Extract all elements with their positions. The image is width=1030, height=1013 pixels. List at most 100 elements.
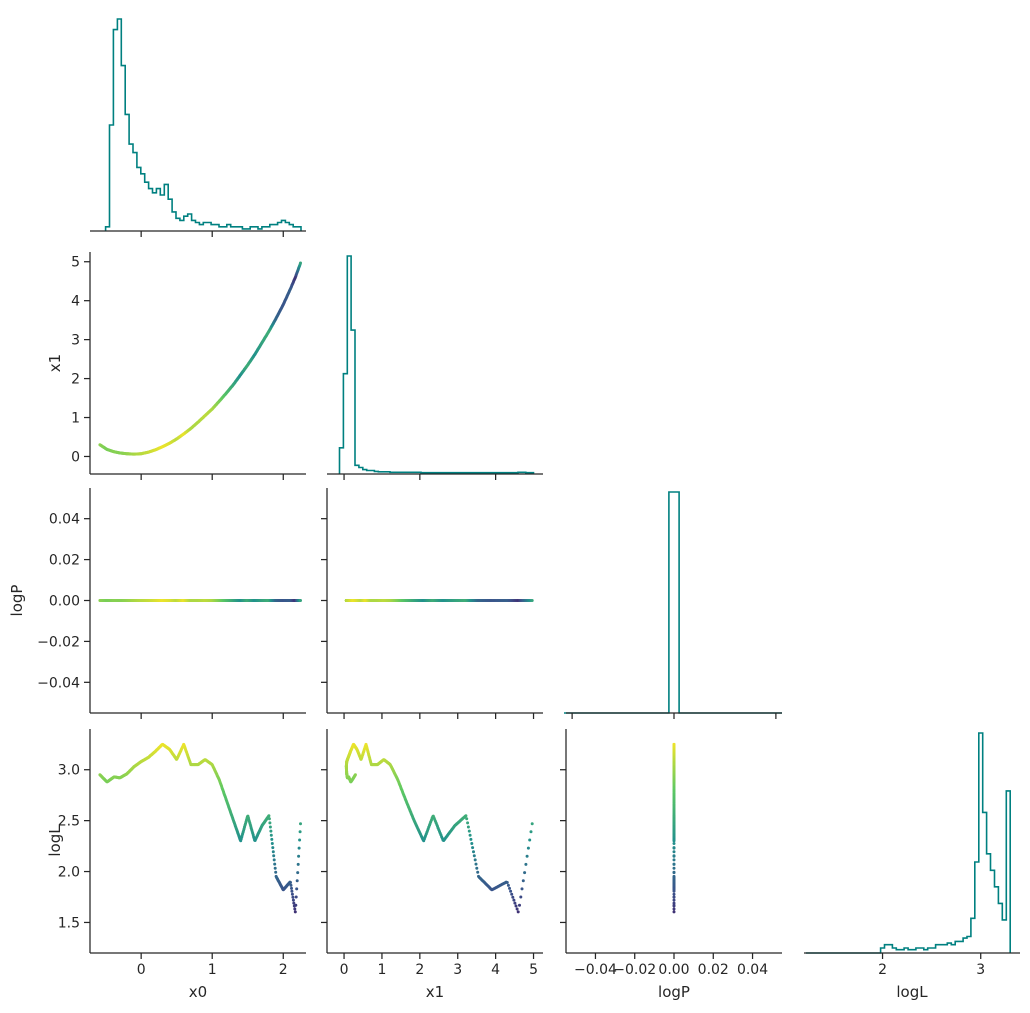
y-tick-label: 3.0 (58, 763, 80, 779)
x-tick-label: 2 (279, 962, 288, 978)
x-tick-label: 2 (878, 962, 887, 978)
panel-logP-vs-x1 (321, 488, 543, 719)
x-tick-label: 0 (137, 962, 146, 978)
scatter-point (468, 833, 472, 837)
scatter-point (672, 858, 676, 862)
scatter-point (672, 903, 676, 907)
x-tick-label: 1 (377, 962, 386, 978)
scatter-point (298, 830, 302, 834)
histogram-logL (806, 732, 1011, 954)
histogram-logP (564, 491, 782, 714)
scatter-point (510, 892, 514, 896)
y-tick-label: 5 (71, 255, 80, 271)
x-tick-label: 0 (340, 962, 349, 978)
x-tick-label: 4 (491, 962, 500, 978)
x-axis-label: logP (658, 983, 690, 1001)
y-tick-label: 4 (71, 294, 80, 310)
scatter-point (506, 883, 510, 887)
scatter-point (528, 838, 532, 842)
scatter-point (512, 898, 516, 902)
scatter-point (520, 887, 524, 891)
scatter-points (98, 599, 302, 602)
scatter-point (295, 879, 299, 883)
scatter-point (294, 895, 298, 899)
scatter-point (289, 881, 292, 884)
scatter-point (672, 846, 676, 850)
y-tick-label: 0.04 (49, 512, 80, 528)
scatter-point (672, 854, 676, 858)
y-tick-label: 3 (71, 333, 80, 349)
scatter-point (475, 866, 479, 870)
scatter-point (296, 862, 300, 866)
panel-x1-vs-x1 (327, 255, 543, 480)
scatter-point (290, 892, 294, 896)
scatter-points (344, 599, 534, 602)
y-tick-label: 1 (71, 411, 80, 427)
scatter-point (299, 599, 302, 602)
scatter-point (273, 866, 277, 870)
scatter-point (516, 910, 520, 914)
x-tick-label: 3 (976, 962, 985, 978)
x-tick-label: 5 (529, 962, 538, 978)
y-tick-label: 0 (71, 449, 80, 465)
scatter-point (672, 822, 676, 826)
scatter-point (672, 879, 676, 883)
scatter-point (513, 901, 517, 905)
scatter-point (464, 814, 468, 818)
scatter-points (672, 742, 676, 914)
scatter-point (672, 892, 676, 896)
scatter-point (672, 883, 676, 887)
scatter-point (289, 883, 293, 887)
scatter-point (672, 901, 676, 905)
scatter-point (472, 850, 475, 854)
x-tick-label: 0.02 (698, 962, 729, 978)
y-tick-label: 2.0 (58, 865, 80, 881)
scatter-point (290, 889, 294, 893)
histogram-x0 (104, 18, 302, 231)
scatter-point (672, 871, 676, 875)
scatter-point (672, 907, 676, 911)
scatter-point (269, 829, 273, 833)
scatter-point (672, 862, 676, 866)
x-axis-label: x1 (426, 983, 444, 1001)
y-axis-label: x1 (46, 354, 64, 372)
scatter-point (294, 903, 298, 907)
scatter-point (672, 887, 676, 891)
y-tick-label: 1.5 (58, 915, 80, 931)
scatter-point (291, 895, 295, 899)
scatter-point (295, 887, 299, 891)
x-axis-label: x0 (189, 983, 207, 1001)
y-tick-label: −0.02 (37, 634, 80, 650)
scatter-point (672, 817, 676, 821)
scatter-point (472, 854, 476, 858)
y-tick-label: 2 (71, 372, 80, 388)
panel-logL-vs-x1: 0 1 2 3 4 5 x1 (321, 729, 543, 1001)
scatter-point (293, 907, 297, 911)
scatter-point (293, 910, 297, 914)
scatter-point (511, 895, 515, 899)
scatter-point (672, 833, 676, 837)
x-tick-label: 0.00 (658, 962, 689, 978)
scatter-point (530, 599, 534, 602)
scatter-point (509, 889, 513, 893)
scatter-point (268, 825, 272, 829)
scatter-point (299, 822, 302, 826)
scatter-point (290, 886, 293, 890)
y-tick-label: 0.00 (49, 594, 80, 610)
scatter-point (530, 822, 534, 826)
scatter-point (672, 889, 676, 893)
scatter-point (299, 261, 302, 265)
y-axis-label: logP (8, 585, 26, 617)
scatter-point (466, 825, 470, 829)
scatter-point (526, 846, 530, 850)
x-axis-label: logL (896, 983, 928, 1001)
panel-logP-vs-x0: −0.04 −0.02 0.00 0.02 0.04 logP (8, 488, 306, 719)
scatter-point (296, 871, 300, 875)
panel-logL-vs-logP: −0.04−0.02 0.00 0.02 0.04 logP (560, 729, 782, 1001)
scatter-point (523, 871, 527, 875)
scatter-point (297, 846, 301, 850)
scatter-point (525, 854, 529, 858)
scatter-point (292, 901, 296, 905)
panel-x1-vs-x0: 0 1 2 3 4 5 x1 (46, 252, 306, 480)
